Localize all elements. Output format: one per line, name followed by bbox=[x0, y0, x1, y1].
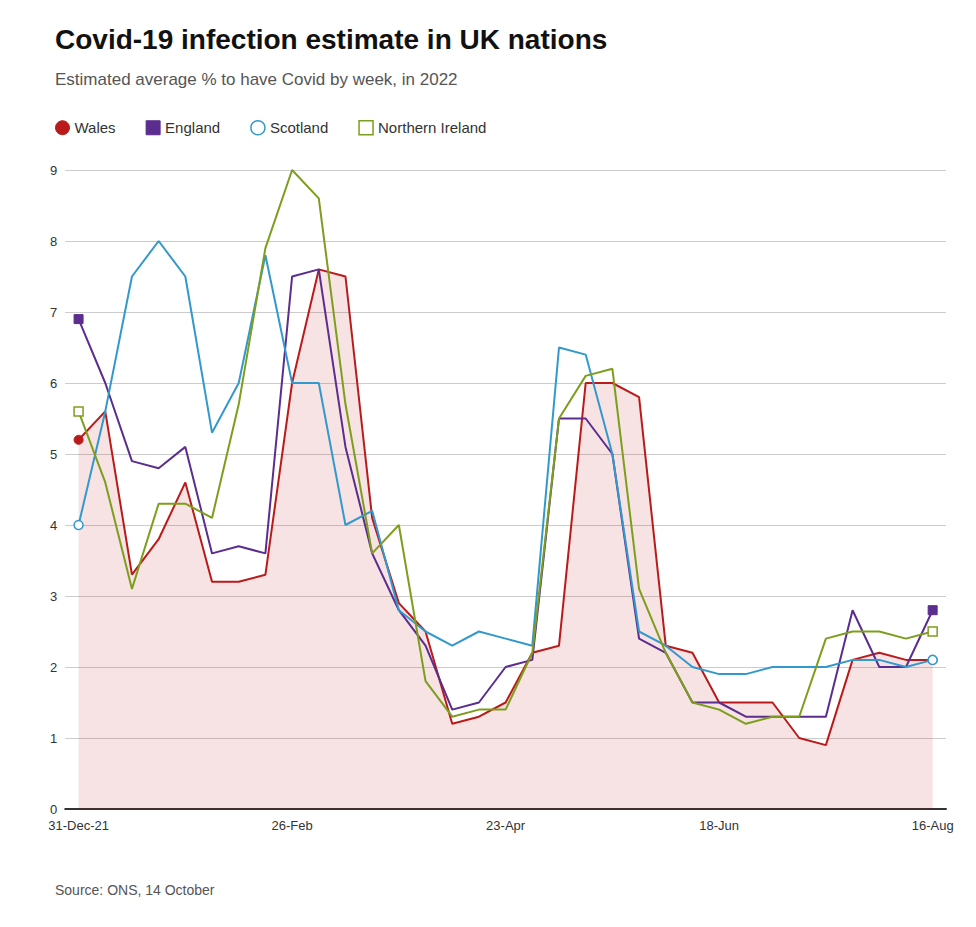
svg-text:Scotland: Scotland bbox=[270, 119, 328, 136]
svg-text:Northern Ireland: Northern Ireland bbox=[378, 119, 486, 136]
svg-text:Wales: Wales bbox=[75, 119, 116, 136]
svg-text:Source: ONS, 14 October: Source: ONS, 14 October bbox=[55, 882, 215, 898]
svg-text:23-Apr: 23-Apr bbox=[486, 818, 526, 833]
svg-text:8: 8 bbox=[50, 234, 57, 249]
svg-text:3: 3 bbox=[50, 589, 57, 604]
svg-text:2: 2 bbox=[50, 660, 57, 675]
svg-text:18-Jun: 18-Jun bbox=[699, 818, 739, 833]
svg-text:31-Dec-21: 31-Dec-21 bbox=[48, 818, 109, 833]
svg-text:Estimated average % to have Co: Estimated average % to have Covid by wee… bbox=[55, 70, 458, 89]
svg-text:1: 1 bbox=[50, 731, 57, 746]
svg-text:Covid-19 infection estimate in: Covid-19 infection estimate in UK nation… bbox=[55, 24, 607, 55]
svg-text:9: 9 bbox=[50, 163, 57, 178]
svg-text:0: 0 bbox=[50, 802, 57, 817]
svg-text:4: 4 bbox=[50, 518, 57, 533]
svg-text:7: 7 bbox=[50, 305, 57, 320]
svg-text:5: 5 bbox=[50, 447, 57, 462]
svg-text:6: 6 bbox=[50, 376, 57, 391]
svg-text:16-Aug: 16-Aug bbox=[912, 818, 954, 833]
svg-text:26-Feb: 26-Feb bbox=[271, 818, 312, 833]
svg-text:England: England bbox=[165, 119, 220, 136]
